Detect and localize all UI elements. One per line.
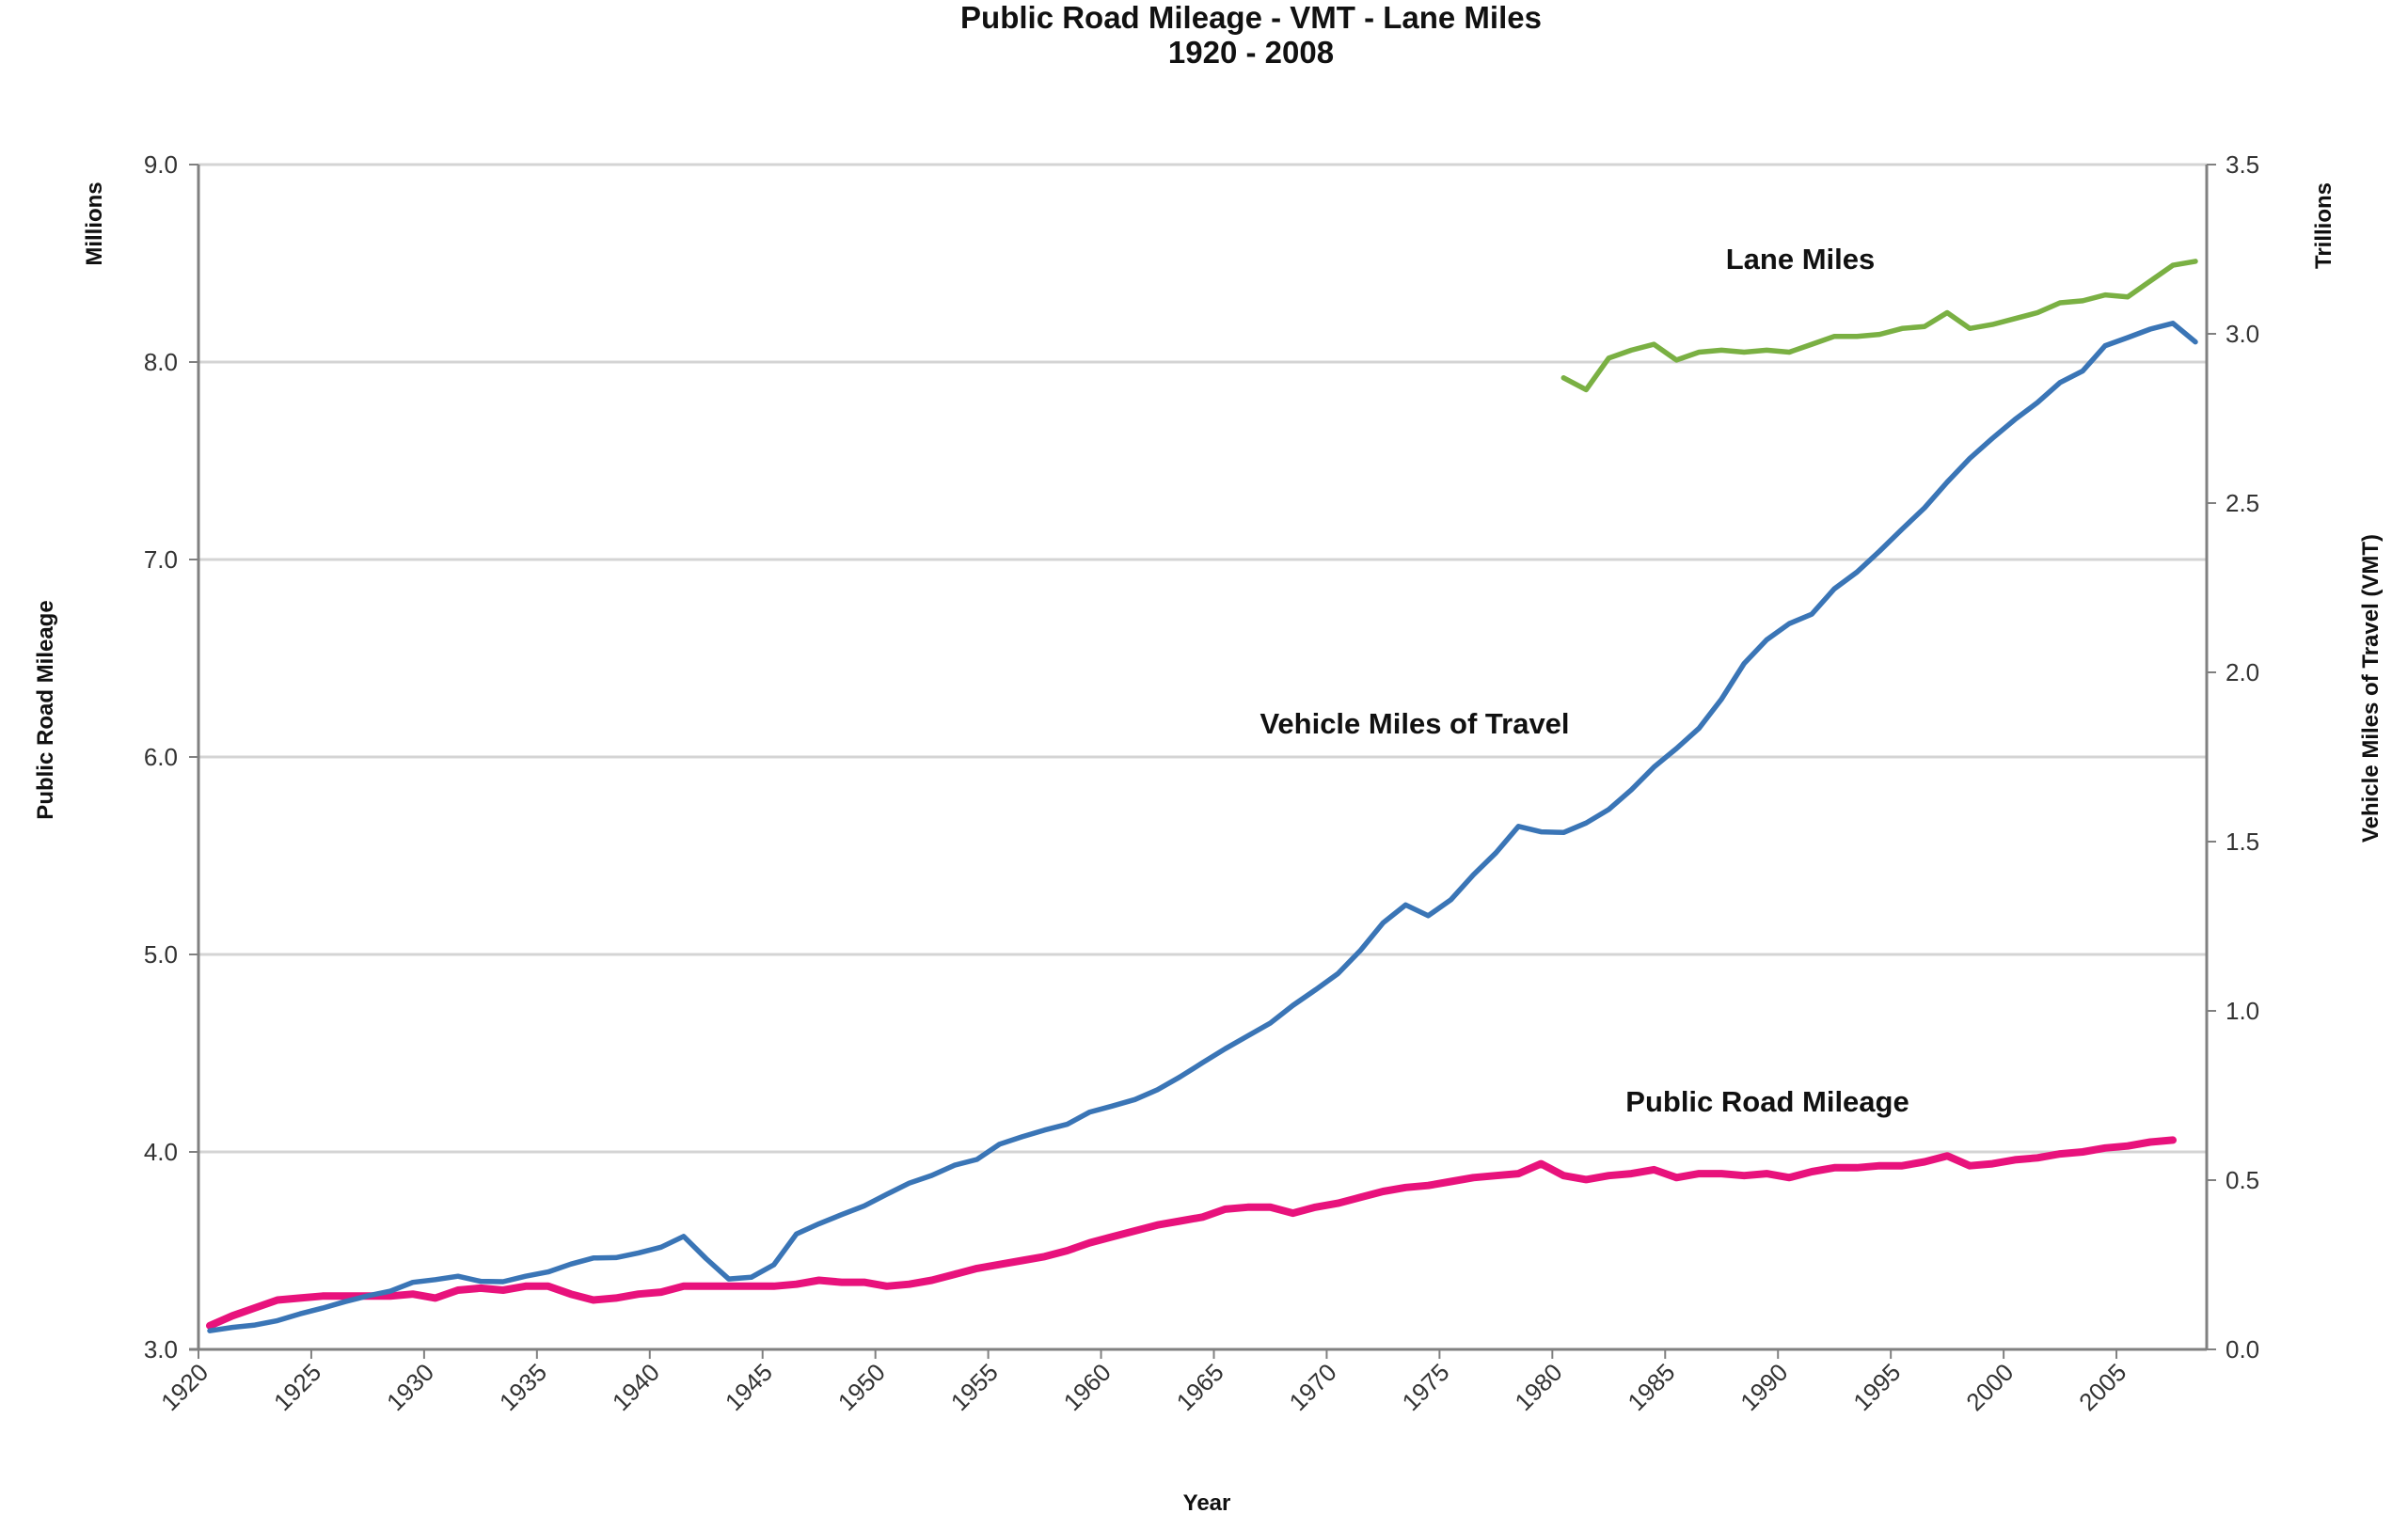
series-lines xyxy=(206,259,2198,1333)
chart-title: Public Road Mileage - VMT - Lane Miles xyxy=(960,0,1542,35)
x-tick-label: 1960 xyxy=(1058,1358,1117,1416)
chart-subtitle: 1920 - 2008 xyxy=(1168,35,1334,70)
x-tick-label: 1935 xyxy=(494,1358,552,1416)
right-tick-label: 2.0 xyxy=(2226,658,2259,686)
series-line-lane-miles xyxy=(1560,259,2198,393)
right-tick-label: 2.5 xyxy=(2226,489,2259,517)
series-label-public-road-mileage: Public Road Mileage xyxy=(1625,1085,1909,1118)
left-tick-label: 8.0 xyxy=(144,348,178,376)
left-tick-label: 4.0 xyxy=(144,1138,178,1166)
x-tick-label: 1990 xyxy=(1735,1358,1793,1416)
right-axis-title: Vehicle Miles of Travel (VMT) xyxy=(2358,534,2384,843)
left-axis-units: Millions xyxy=(82,181,107,265)
x-tick-label: 1920 xyxy=(155,1358,214,1416)
left-axis-title: Public Road Mileage xyxy=(33,600,58,819)
left-tick-label: 3.0 xyxy=(144,1335,178,1363)
x-tick-label: 1945 xyxy=(720,1358,778,1416)
right-tick-label: 3.5 xyxy=(2226,150,2259,179)
right-tick-label: 0.0 xyxy=(2226,1335,2259,1363)
series-label-vmt: Vehicle Miles of Travel xyxy=(1259,707,1569,740)
x-tick-label: 1950 xyxy=(832,1358,891,1416)
x-tick-label: 1985 xyxy=(1622,1358,1680,1416)
right-tick-label: 1.5 xyxy=(2226,828,2259,856)
x-axis-title: Year xyxy=(1183,1490,1231,1516)
x-tick-label: 1980 xyxy=(1509,1358,1567,1416)
right-axis-ticks: 0.0 0.5 1.0 1.5 2.0 2.5 3.0 3.5 xyxy=(2207,150,2259,1363)
left-tick-label: 9.0 xyxy=(144,150,178,179)
x-tick-label: 1955 xyxy=(945,1358,1004,1416)
series-label-lane-miles: Lane Miles xyxy=(1726,243,1876,276)
right-tick-label: 0.5 xyxy=(2226,1166,2259,1194)
series-line-public-road-mileage xyxy=(206,1136,2177,1330)
right-axis-units: Trillions xyxy=(2311,182,2337,269)
left-tick-label: 5.0 xyxy=(144,940,178,969)
x-tick-label: 1975 xyxy=(1397,1358,1455,1416)
right-tick-label: 1.0 xyxy=(2226,997,2259,1025)
gridlines xyxy=(198,163,2207,1154)
x-tick-label: 1970 xyxy=(1284,1358,1342,1416)
x-tick-label: 2005 xyxy=(2073,1358,2131,1416)
left-axis-ticks: 3.0 4.0 5.0 6.0 7.0 8.0 9.0 xyxy=(144,150,198,1363)
right-tick-label: 3.0 xyxy=(2226,320,2259,348)
x-tick-label: 2000 xyxy=(1960,1358,2019,1416)
x-axis-ticks: 1920 1925 1930 1935 1940 1945 1950 1955 1960 1965… xyxy=(155,1349,2131,1416)
series-line-vehicle-miles-of-travel xyxy=(207,321,2198,1333)
x-tick-label: 1930 xyxy=(381,1358,439,1416)
left-tick-label: 7.0 xyxy=(144,545,178,574)
x-tick-label: 1995 xyxy=(1847,1358,1906,1416)
left-tick-label: 6.0 xyxy=(144,743,178,771)
x-tick-label: 1940 xyxy=(607,1358,665,1416)
x-tick-label: 1965 xyxy=(1171,1358,1229,1416)
x-tick-label: 1925 xyxy=(268,1358,326,1416)
